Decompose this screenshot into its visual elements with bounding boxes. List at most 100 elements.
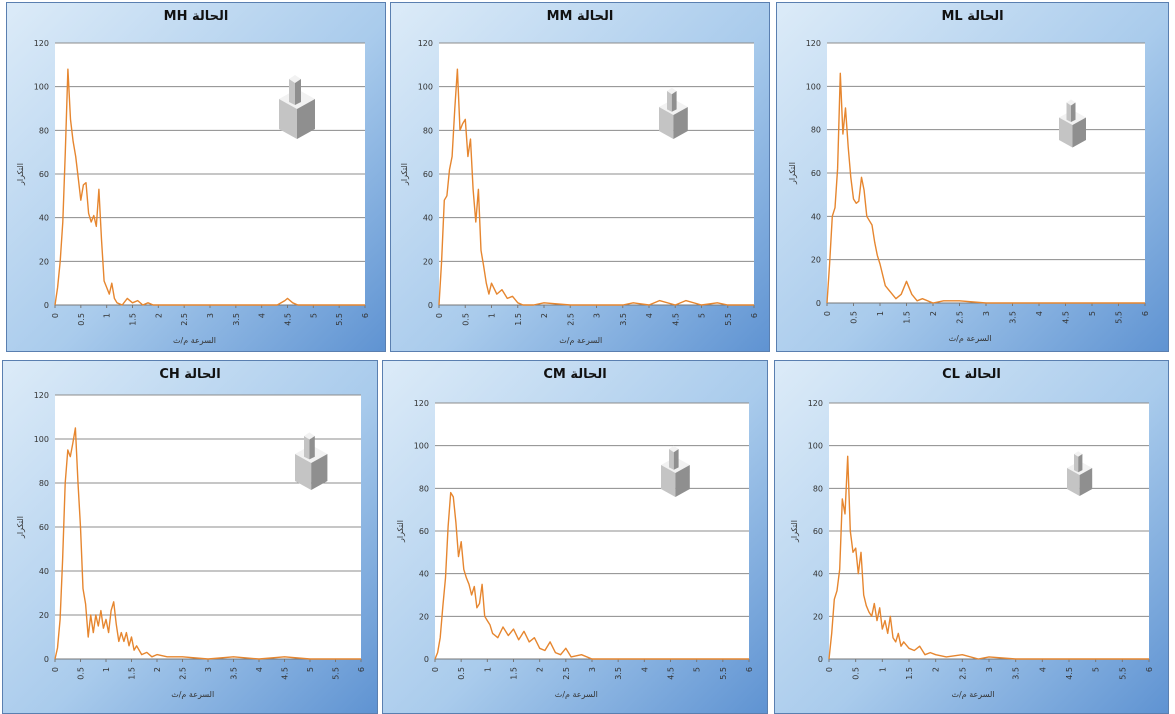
x-tick-label: 3.5	[614, 667, 623, 680]
y-axis-label: التكرار	[396, 520, 405, 543]
chart-panel-cm: 0 20 40 60 80 100 120 0 0.5 1 1.5 2 2.5 3 3.5 4 4.5 5 5.5 6…	[382, 360, 768, 714]
x-tick-label: 0	[431, 667, 440, 672]
x-tick-label: 1	[488, 313, 497, 318]
y-tick-label: 120	[418, 39, 433, 48]
y-tick-label: 20	[39, 611, 49, 620]
y-tick-label: 0	[44, 655, 49, 664]
x-tick-label: 2.5	[956, 311, 965, 324]
x-tick-label: 4.5	[1062, 311, 1071, 324]
chart-title: الحالة MM	[546, 9, 614, 24]
chart-title: الحالة CH	[159, 367, 221, 382]
series-line	[54, 427, 361, 660]
series-line	[54, 68, 365, 306]
series-line	[826, 72, 1145, 304]
x-axis-label: السرعة م/ث	[952, 690, 995, 699]
x-tick-label: 3.5	[1009, 311, 1018, 324]
x-tick-label: 1.5	[903, 311, 912, 324]
x-tick-label: 6	[1141, 311, 1150, 316]
y-tick-label: 120	[414, 399, 429, 408]
y-tick-label: 40	[811, 212, 821, 221]
x-tick-label: 2	[540, 313, 549, 318]
x-tick-label: 4	[1035, 311, 1044, 316]
x-tick-label: 5.5	[332, 667, 341, 680]
x-tick-label: 2	[929, 311, 938, 316]
y-tick-label: 100	[808, 442, 823, 451]
chart-panel-ml: 0 20 40 60 80 100 120 0 0.5 1 1.5 2 2.5 3 3.5 4 4.5 5 5.5 6…	[776, 2, 1169, 352]
y-tick-label: 80	[39, 126, 49, 135]
y-tick-label: 120	[806, 39, 821, 48]
series-line	[438, 68, 754, 306]
chart-svg: 0 20 40 60 80 100 120 0 0.5 1 1.5 2 2.5 3 3.5 4 4.5 5 5.5 6…	[16, 39, 370, 345]
x-tick-label: 3	[204, 667, 213, 672]
chart-panel-mm: 0 20 40 60 80 100 120 0 0.5 1 1.5 2 2.5 3 3.5 4 4.5 5 5.5 6…	[390, 2, 770, 352]
x-tick-label: 4	[255, 667, 264, 672]
x-tick-label: 4	[258, 313, 267, 318]
y-tick-label: 0	[424, 655, 429, 664]
x-tick-label: 6	[1145, 667, 1154, 672]
series-line	[434, 491, 749, 660]
y-tick-label: 60	[423, 170, 433, 179]
y-tick-label: 60	[419, 527, 429, 536]
x-tick-label: 5.5	[335, 313, 344, 326]
x-tick-label: 4.5	[671, 313, 680, 326]
building-block-icon	[661, 445, 690, 497]
y-tick-label: 60	[811, 169, 821, 178]
x-tick-label: 3.5	[619, 313, 628, 326]
x-tick-label: 2	[932, 667, 941, 672]
x-tick-label: 2.5	[566, 313, 575, 326]
y-tick-label: 40	[39, 567, 49, 576]
x-tick-label: 1.5	[128, 667, 137, 680]
chart-svg: 0 20 40 60 80 100 120 0 0.5 1 1.5 2 2.5 3 3.5 4 4.5 5 5.5 6…	[16, 391, 366, 699]
x-tick-label: 4.5	[667, 667, 676, 680]
y-tick-label: 0	[818, 655, 823, 664]
building-block-icon	[1067, 451, 1093, 496]
x-tick-label: 4.5	[1065, 667, 1074, 680]
x-tick-label: 5	[1088, 311, 1097, 316]
y-tick-label: 100	[418, 83, 433, 92]
x-tick-label: 0	[51, 313, 60, 318]
x-tick-label: 2.5	[180, 313, 189, 326]
x-tick-label: 0.5	[852, 667, 861, 680]
chart-title: الحالة MH	[163, 9, 229, 24]
x-tick-label: 5.5	[724, 313, 733, 326]
y-tick-label: 0	[44, 301, 49, 310]
y-tick-label: 120	[808, 399, 823, 408]
x-axis-label: السرعة م/ث	[171, 690, 214, 699]
chart-panel-mh: 0 20 40 60 80 100 120 0 0.5 1 1.5 2 2.5 3 3.5 4 4.5 5 5.5 6…	[6, 2, 386, 352]
chart-title: الحالة CL	[942, 367, 1001, 382]
y-tick-label: 20	[813, 612, 823, 621]
x-tick-label: 2.5	[179, 667, 188, 680]
y-tick-label: 80	[39, 479, 49, 488]
y-tick-label: 100	[34, 435, 49, 444]
y-tick-label: 20	[419, 612, 429, 621]
y-tick-label: 100	[414, 442, 429, 451]
x-tick-label: 4	[640, 667, 649, 672]
y-tick-label: 40	[419, 570, 429, 579]
y-tick-label: 120	[34, 391, 49, 400]
y-tick-label: 0	[816, 299, 821, 308]
series-line	[828, 455, 1149, 660]
x-tick-label: 1.5	[129, 313, 138, 326]
y-tick-label: 40	[39, 214, 49, 223]
x-tick-label: 4.5	[281, 667, 290, 680]
chart-svg: 0 20 40 60 80 100 120 0 0.5 1 1.5 2 2.5 3 3.5 4 4.5 5 5.5 6…	[790, 399, 1154, 699]
y-tick-label: 120	[34, 39, 49, 48]
chart-svg: 0 20 40 60 80 100 120 0 0.5 1 1.5 2 2.5 3 3.5 4 4.5 5 5.5 6…	[400, 39, 759, 345]
x-tick-label: 1	[878, 667, 887, 672]
y-tick-label: 60	[39, 170, 49, 179]
x-tick-label: 3	[985, 667, 994, 672]
x-tick-label: 1	[103, 313, 112, 318]
x-tick-label: 5	[309, 313, 318, 318]
building-block-icon	[1059, 99, 1086, 148]
x-tick-label: 5	[698, 313, 707, 318]
x-tick-label: 1	[102, 667, 111, 672]
x-tick-label: 1	[483, 667, 492, 672]
x-tick-label: 6	[745, 667, 754, 672]
y-tick-label: 0	[428, 301, 433, 310]
x-tick-label: 0.5	[77, 313, 86, 326]
x-tick-label: 6	[357, 667, 366, 672]
chart-panel-cl: 0 20 40 60 80 100 120 0 0.5 1 1.5 2 2.5 3 3.5 4 4.5 5 5.5 6…	[774, 360, 1169, 714]
chart-title: الحالة CM	[543, 367, 607, 382]
x-tick-label: 3.5	[232, 313, 241, 326]
chart-svg: 0 20 40 60 80 100 120 0 0.5 1 1.5 2 2.5 3 3.5 4 4.5 5 5.5 6…	[396, 399, 754, 699]
